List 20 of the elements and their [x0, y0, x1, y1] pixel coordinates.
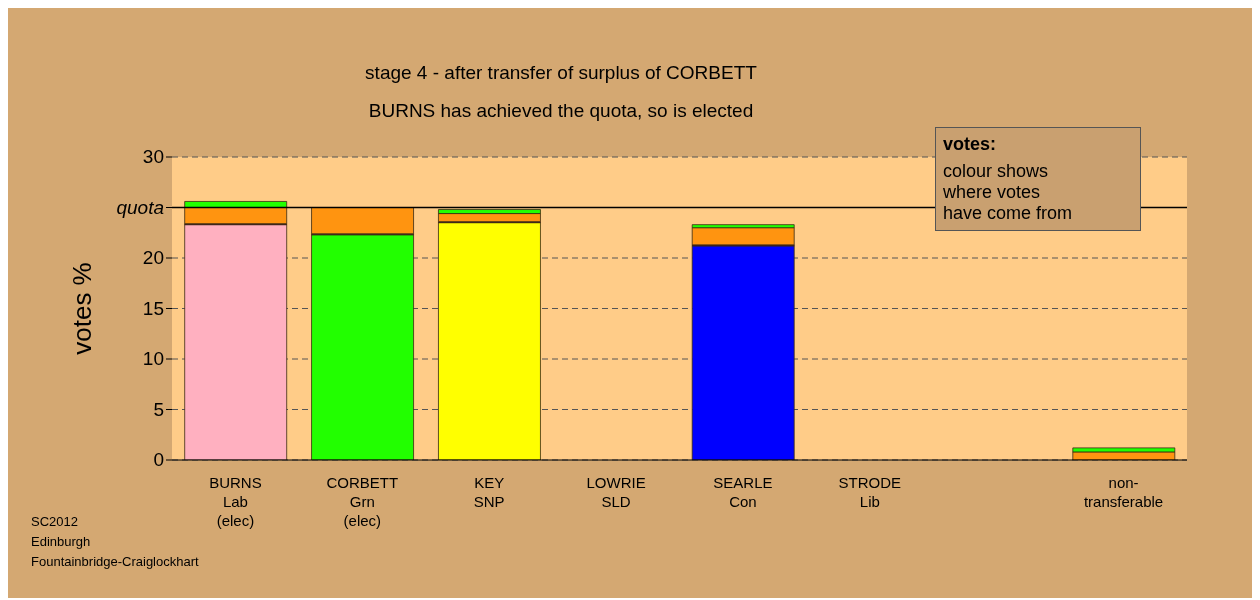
- x-tick-label: KEY SNP: [473, 474, 505, 510]
- y-tick-label: quota: [116, 196, 164, 218]
- chart-subtitle: BURNS has achieved the quota, so is elected: [367, 100, 755, 122]
- x-tick-label: LOWRIE SLD: [586, 474, 646, 510]
- y-tick-label: 15: [142, 297, 164, 319]
- y-tick-label: 0: [153, 449, 164, 470]
- annotation: votes: colour shows where votes have come from: [943, 134, 1074, 224]
- y-axis-title: votes %: [67, 262, 98, 355]
- x-tick-label: CORBETT Grn (elec): [326, 474, 399, 529]
- y-tick-label: 20: [142, 247, 164, 268]
- text: SC2012 Edinburgh Fountainbridge-Craiglockhart: [31, 513, 199, 571]
- y-tick-label: 30: [142, 146, 164, 167]
- x-tick-label: non- transferable: [1083, 474, 1164, 510]
- note-box: votes: colour shows where votes have come from: [935, 127, 1141, 231]
- y-tick-label: 10: [142, 348, 164, 369]
- x-tick-label: SEARLE Con: [713, 474, 773, 510]
- x-tick-label: STRODE Lib: [838, 474, 902, 510]
- chart-title: stage 4 - after transfer of surplus of CORBETT: [364, 62, 758, 84]
- x-tick-label: BURNS Lab (elec): [209, 474, 262, 529]
- y-tick-label: 5: [153, 398, 164, 420]
